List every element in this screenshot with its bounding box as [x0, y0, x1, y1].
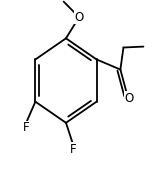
Text: F: F: [70, 143, 76, 156]
Text: F: F: [23, 121, 29, 134]
Text: O: O: [74, 11, 84, 24]
Text: O: O: [124, 92, 133, 105]
